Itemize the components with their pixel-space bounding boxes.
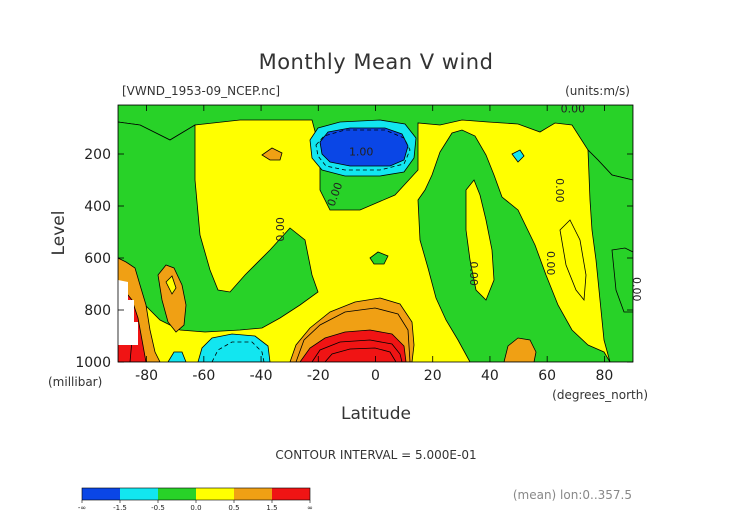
green-region-right	[587, 148, 633, 362]
colorbar-label: -∞	[78, 504, 86, 512]
green-blob-88	[611, 247, 633, 313]
colorbar-label: 0.0	[190, 504, 201, 512]
contour-label: 0.00	[561, 102, 586, 115]
contour-line-orange-bottom	[295, 307, 411, 362]
contour-label: 0.00	[467, 261, 480, 286]
x-axis-label: Latitude	[341, 404, 411, 424]
green-blob-60	[369, 251, 389, 265]
colorbar-swatch	[120, 488, 158, 500]
x-tick-label: -80	[135, 368, 158, 384]
colorbar-swatch	[82, 488, 120, 500]
contour-label: 0.00	[544, 251, 557, 276]
contour-interval-text: CONTOUR INTERVAL = 5.000E-01	[275, 448, 476, 462]
x-tick-label: 40	[481, 368, 499, 384]
contour-field	[118, 105, 633, 362]
colorbar-swatch	[272, 488, 310, 500]
missing-data-notch	[118, 280, 138, 345]
colorbar-swatch	[196, 488, 234, 500]
x-unit-label: (degrees_north)	[552, 388, 648, 402]
y-tick-label: 400	[84, 199, 111, 215]
y-tick-label: 1000	[75, 355, 111, 371]
contour-line-red-2	[324, 347, 397, 362]
units-label: (units:m/s)	[565, 84, 630, 98]
green-region-center	[417, 129, 611, 362]
orange-blob-bottom-right	[503, 337, 537, 362]
y-unit-label: (millibar)	[48, 375, 102, 389]
y-axis-ticks: 200 400 600 800 1000	[75, 147, 633, 371]
colorbar-swatch	[234, 488, 272, 500]
chart-title: Monthly Mean V wind	[259, 50, 494, 74]
colorbar-swatch	[158, 488, 196, 500]
colorbar-label: ∞	[307, 504, 313, 512]
x-axis-ticks: -80 -60 -40 -20 0 20 40 60 80	[135, 105, 613, 384]
blue-blob-bottom-left	[167, 351, 187, 362]
yellow-pocket-right	[559, 219, 587, 302]
x-tick-label: -20	[307, 368, 330, 384]
x-tick-label: 20	[424, 368, 442, 384]
x-tick-label: -60	[192, 368, 215, 384]
yellow-pocket-center	[465, 179, 495, 301]
red-region-bottom-center	[299, 329, 407, 362]
contour-label: 0.00	[630, 277, 643, 302]
colorbar-label: 0.5	[228, 504, 239, 512]
colorbar-label: -1.5	[113, 504, 127, 512]
y-axis-label: Level	[49, 211, 69, 256]
contour-label: 1.00	[349, 145, 374, 158]
contour-line-red-1	[311, 339, 403, 362]
orange-blob-left	[157, 264, 187, 333]
blue-blob-200	[511, 149, 525, 163]
y-tick-label: 800	[84, 303, 111, 319]
contour-labels: 0.000.000.001.000.000.00 0.000.00	[274, 102, 643, 301]
colorbar: -∞ -1.5 -0.5 0.0 0.5 1.5 ∞	[78, 487, 313, 512]
orange-blob-left-inner	[165, 275, 177, 295]
x-tick-label: 80	[595, 368, 613, 384]
dataset-label: [VWND_1953-09_NCEP.nc]	[122, 84, 280, 98]
blue-core-top	[319, 127, 409, 167]
x-tick-label: 0	[371, 368, 380, 384]
x-tick-label: 60	[538, 368, 556, 384]
dashed-contour-top	[315, 129, 411, 171]
blue-region-bottom	[197, 333, 271, 362]
y-tick-label: 200	[84, 147, 111, 163]
colorbar-label: -0.5	[151, 504, 165, 512]
colorbar-label: 1.5	[266, 504, 277, 512]
contour-label: 0.00	[553, 178, 566, 203]
contour-label: 0.00	[274, 217, 287, 242]
orange-blob-upper	[261, 147, 283, 161]
dashed-contour-bottom	[211, 341, 265, 362]
y-tick-label: 600	[84, 251, 111, 267]
footer-text: (mean) lon:0..357.5	[513, 488, 632, 502]
x-tick-label: -40	[250, 368, 273, 384]
